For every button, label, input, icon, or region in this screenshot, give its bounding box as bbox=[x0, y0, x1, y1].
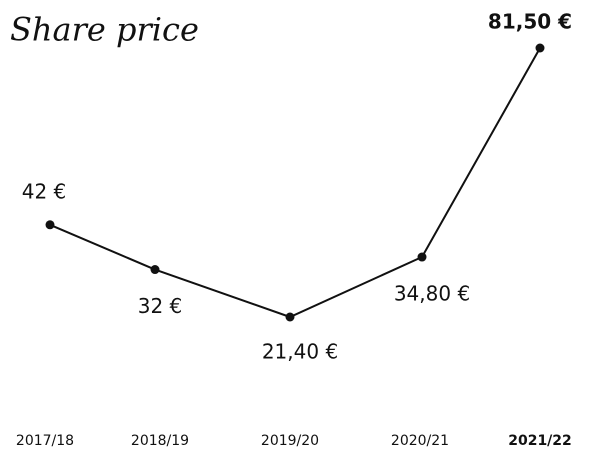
value-label: 21,40 € bbox=[262, 340, 338, 364]
x-tick-label: 2019/20 bbox=[261, 433, 319, 449]
value-label: 32 € bbox=[138, 294, 183, 318]
value-label: 81,50 € bbox=[488, 10, 572, 34]
value-label: 42 € bbox=[22, 179, 67, 203]
x-tick-label: 2021/22 bbox=[508, 433, 572, 449]
point bbox=[150, 265, 160, 275]
x-tick-label: 2018/19 bbox=[131, 433, 189, 449]
point bbox=[535, 43, 545, 53]
value-label: 34,80 € bbox=[394, 282, 470, 306]
point bbox=[45, 220, 55, 230]
x-tick-label: 2017/18 bbox=[16, 433, 74, 449]
point bbox=[285, 312, 295, 322]
x-tick-label: 2020/21 bbox=[391, 433, 449, 449]
line bbox=[49, 47, 541, 319]
point bbox=[417, 252, 427, 262]
chart-title: Share price bbox=[10, 11, 199, 49]
